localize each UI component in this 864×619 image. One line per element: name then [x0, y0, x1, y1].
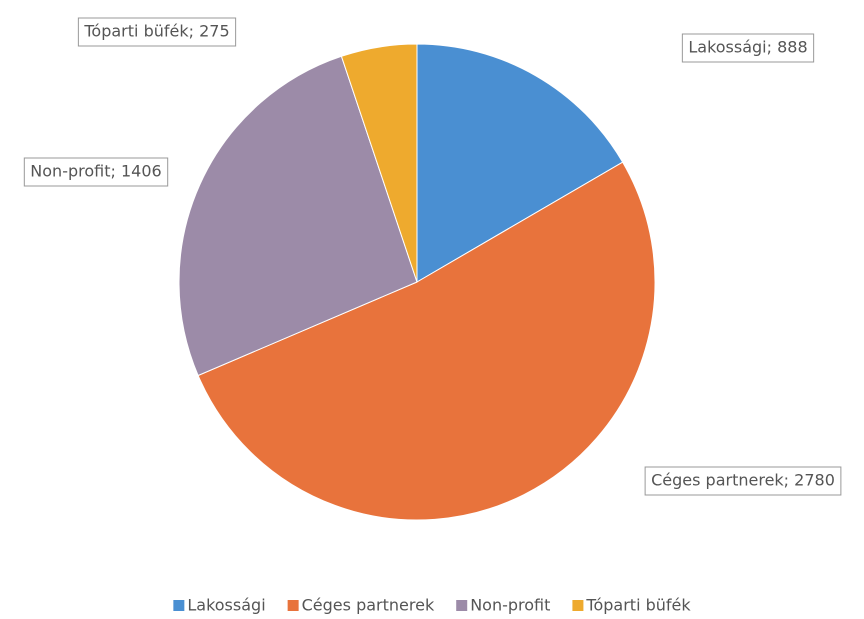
pie-slice	[197, 161, 656, 521]
legend-label: Céges partnerek	[302, 596, 435, 615]
legend-label: Lakossági	[187, 596, 265, 615]
legend: Lakossági Céges partnerek Non-profit Tópart…	[173, 596, 691, 615]
legend-label: Non-profit	[470, 596, 550, 615]
pie-slice	[340, 43, 418, 283]
data-label-text: Lakossági; 888	[688, 38, 807, 57]
data-label-text: Céges partnerek; 2780	[651, 471, 835, 490]
legend-swatch	[456, 600, 468, 611]
data-label: Lakossági; 888	[681, 33, 815, 63]
data-label-box	[23, 157, 169, 187]
data-label-box	[644, 466, 842, 496]
pie-slice	[416, 43, 624, 283]
legend-swatch	[173, 600, 185, 611]
legend-label: Tóparti büfék	[585, 596, 691, 615]
data-label: Tóparti büfék; 275	[77, 17, 237, 47]
pie-slice	[178, 55, 418, 377]
data-label: Céges partnerek; 2780	[644, 466, 842, 496]
legend-swatch	[287, 600, 299, 611]
data-label: Non-profit; 1406	[23, 157, 169, 187]
data-label-box	[681, 33, 815, 63]
data-label-box	[77, 17, 237, 47]
data-label-text: Non-profit; 1406	[30, 162, 161, 181]
data-label-text: Tóparti büfék; 275	[83, 22, 229, 41]
legend-swatch	[572, 600, 584, 611]
